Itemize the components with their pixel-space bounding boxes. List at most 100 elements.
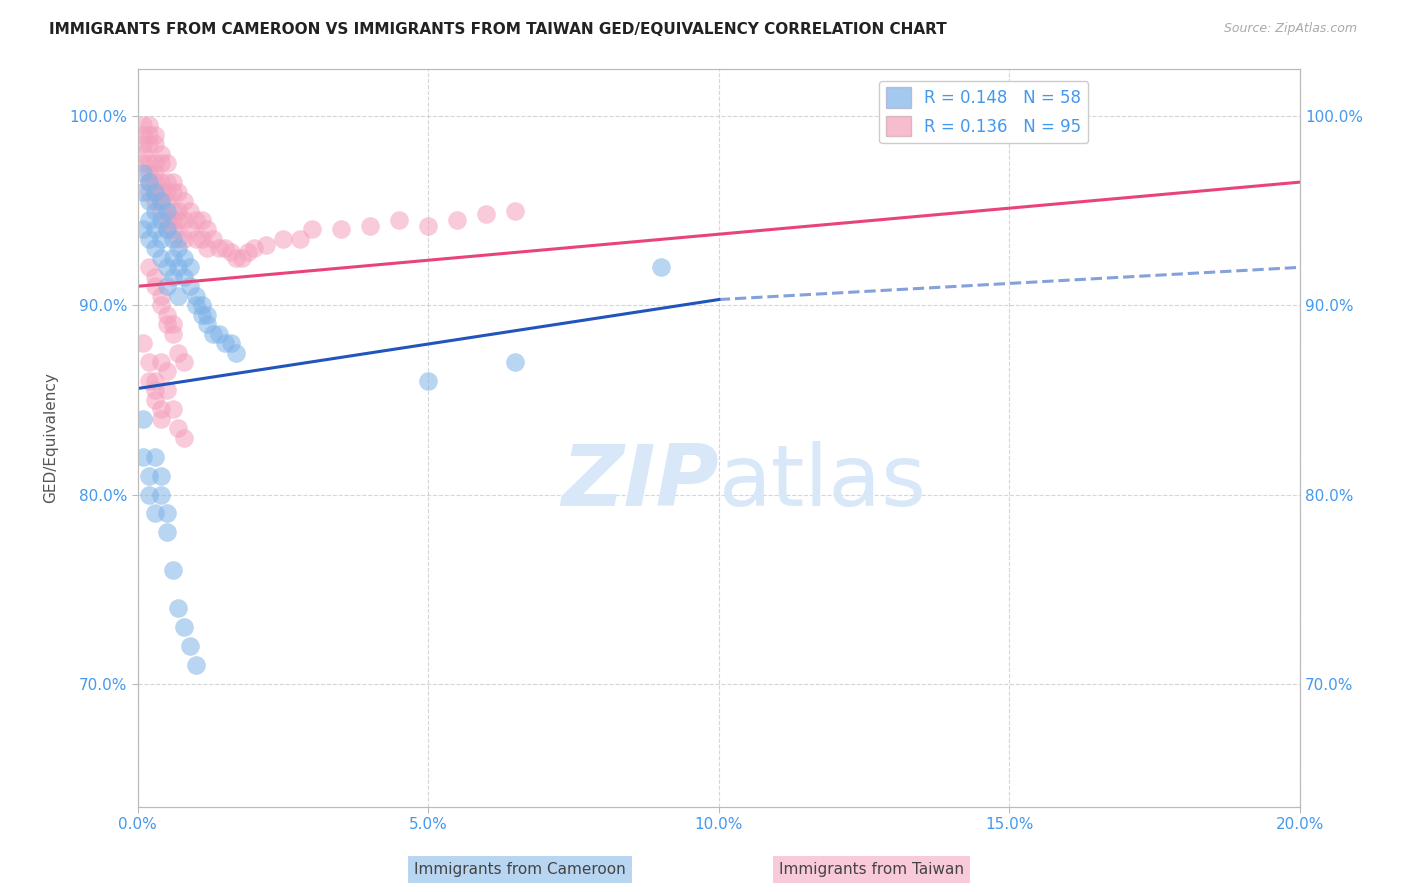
- Point: [143, 194, 166, 208]
- Point: [197, 222, 219, 236]
- Text: IMMIGRANTS FROM CAMEROON VS IMMIGRANTS FROM TAIWAN GED/EQUIVALENCY CORRELATION C: IMMIGRANTS FROM CAMEROON VS IMMIGRANTS F…: [49, 22, 948, 37]
- Point: [173, 213, 195, 227]
- Point: [190, 308, 212, 322]
- Point: [138, 137, 160, 152]
- Point: [149, 298, 172, 312]
- Point: [225, 345, 247, 359]
- Point: [162, 203, 184, 218]
- Point: [143, 384, 166, 398]
- Point: [149, 402, 172, 417]
- Point: [156, 364, 179, 378]
- Point: [156, 194, 179, 208]
- Point: [179, 203, 201, 218]
- Point: [138, 374, 160, 388]
- Point: [162, 175, 184, 189]
- Point: [167, 232, 190, 246]
- Point: [505, 203, 527, 218]
- Point: [149, 203, 172, 218]
- Point: [162, 269, 184, 284]
- Point: [138, 194, 160, 208]
- Point: [208, 326, 231, 341]
- Point: [173, 232, 195, 246]
- Point: [162, 563, 184, 577]
- Point: [132, 336, 155, 351]
- Point: [143, 185, 166, 199]
- Point: [254, 237, 277, 252]
- Point: [225, 251, 247, 265]
- Point: [132, 137, 155, 152]
- Point: [184, 298, 207, 312]
- Point: [149, 146, 172, 161]
- Point: [162, 251, 184, 265]
- Point: [149, 156, 172, 170]
- Point: [138, 175, 160, 189]
- Point: [149, 412, 172, 426]
- Point: [138, 166, 160, 180]
- Point: [388, 213, 411, 227]
- Point: [219, 336, 242, 351]
- Point: [236, 245, 259, 260]
- Point: [167, 421, 190, 435]
- Point: [162, 222, 184, 236]
- Point: [143, 269, 166, 284]
- Point: [138, 232, 160, 246]
- Point: [149, 289, 172, 303]
- Text: Immigrants from Taiwan: Immigrants from Taiwan: [779, 863, 965, 877]
- Point: [162, 317, 184, 331]
- Point: [138, 468, 160, 483]
- Text: atlas: atlas: [718, 441, 927, 524]
- Point: [190, 298, 212, 312]
- Point: [418, 219, 440, 233]
- Point: [505, 355, 527, 369]
- Legend: R = 0.148   N = 58, R = 0.136   N = 95: R = 0.148 N = 58, R = 0.136 N = 95: [880, 80, 1088, 143]
- Point: [143, 137, 166, 152]
- Point: [202, 326, 225, 341]
- Point: [162, 232, 184, 246]
- Point: [156, 222, 179, 236]
- Point: [475, 207, 498, 221]
- Point: [167, 260, 190, 275]
- Point: [208, 241, 231, 255]
- Point: [184, 232, 207, 246]
- Point: [149, 185, 172, 199]
- Text: Source: ZipAtlas.com: Source: ZipAtlas.com: [1223, 22, 1357, 36]
- Point: [149, 468, 172, 483]
- Point: [138, 260, 160, 275]
- Point: [162, 213, 184, 227]
- Point: [173, 251, 195, 265]
- Point: [179, 639, 201, 653]
- Point: [162, 326, 184, 341]
- Point: [149, 213, 172, 227]
- Point: [156, 175, 179, 189]
- Point: [167, 213, 190, 227]
- Point: [162, 402, 184, 417]
- Point: [184, 289, 207, 303]
- Point: [138, 118, 160, 132]
- Point: [132, 166, 155, 180]
- Point: [156, 203, 179, 218]
- Point: [179, 279, 201, 293]
- Point: [143, 241, 166, 255]
- Point: [330, 222, 353, 236]
- Point: [162, 185, 184, 199]
- Point: [156, 260, 179, 275]
- Point: [149, 194, 172, 208]
- Point: [156, 222, 179, 236]
- Point: [418, 374, 440, 388]
- Point: [143, 222, 166, 236]
- Point: [143, 185, 166, 199]
- Point: [132, 222, 155, 236]
- Point: [156, 384, 179, 398]
- Point: [156, 156, 179, 170]
- Point: [143, 156, 166, 170]
- Point: [167, 203, 190, 218]
- Point: [173, 620, 195, 634]
- Point: [167, 289, 190, 303]
- Point: [156, 507, 179, 521]
- Point: [184, 657, 207, 672]
- Point: [190, 232, 212, 246]
- Point: [138, 185, 160, 199]
- Point: [143, 128, 166, 142]
- Point: [138, 175, 160, 189]
- Point: [173, 194, 195, 208]
